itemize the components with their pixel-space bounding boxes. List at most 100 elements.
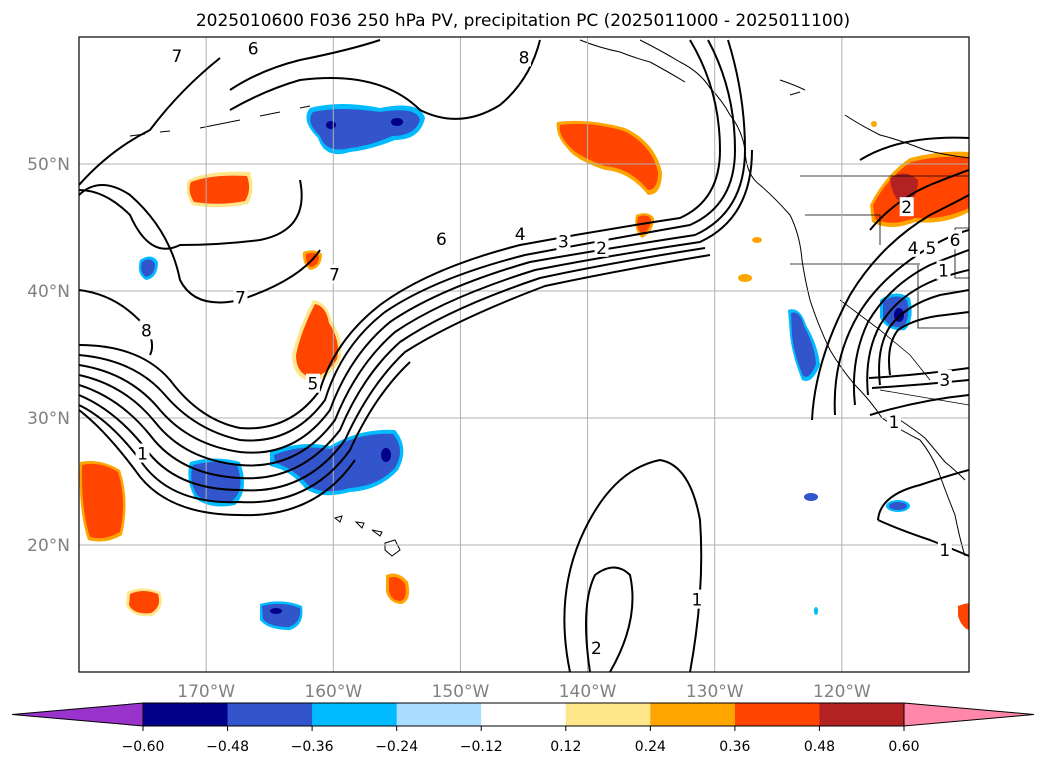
precip-patch-negative [381,448,391,462]
colorbar-extend-min [11,702,144,727]
colorbar-extend-max [903,702,1035,727]
contour-label: 7 [329,265,340,285]
coastline [844,114,969,159]
contour-label-bg [589,637,604,657]
contour-label-bg [689,589,704,609]
precip-patch-negative [889,502,907,510]
pv-contour [859,136,969,161]
colorbar-segment [481,703,567,726]
colorbar-segment [734,703,820,726]
colorbar-segment [227,703,313,726]
pv-contour [79,149,753,467]
pv-contour [79,179,303,250]
contour-label-bg [948,230,963,250]
contour-label-bg [135,443,150,463]
pv-contour [585,566,634,672]
contour-label: 6 [248,39,259,59]
contour-label-bg [937,540,952,560]
precip-patch-positive [389,576,406,601]
pv-contour [79,39,747,454]
colorbar-tick-label: −0.24 [375,739,418,755]
contour-label: 1 [938,262,949,282]
contour-label-bg [169,46,184,66]
y-tick-label: 40°N [27,282,70,302]
coastline [579,39,686,83]
colorbar-tick-label: 0.24 [635,739,666,755]
contour-label-bg [556,231,571,251]
plot-frame [78,36,970,673]
border [839,299,931,381]
precip-patch-positive [189,175,250,204]
colorbar-segment [143,703,229,726]
contour-label-bg [886,411,901,431]
contour-label: 8 [519,48,530,68]
pv-contour [866,269,969,396]
pv-contour [79,247,706,480]
precip-patch-negative [804,493,818,501]
pv-contour [811,194,969,421]
contour-label: 3 [558,232,569,252]
contour-label-bg [246,38,261,58]
y-tick-label: 50°N [27,155,70,175]
precip-patch-positive [871,121,877,127]
colorbar-segment [312,703,398,726]
pv-contour [229,39,381,91]
colorbar-tick-label: −0.48 [206,739,249,755]
coastline [779,79,806,96]
contour-label: 2 [901,198,912,218]
y-tick-label: 30°N [27,409,70,429]
precip-patch-negative [326,121,336,129]
pv-contour [833,229,969,416]
precip-patch-positive [81,463,124,539]
pv-contour [563,458,703,672]
pv-contour [79,39,722,430]
pv-contour [877,519,969,557]
contour-label: 4 [515,225,526,245]
precip-patch-positive [296,304,338,378]
contour-label: 7 [171,47,182,67]
pv-contour [79,409,356,517]
border [917,265,969,329]
contour-label: 4 [908,239,919,259]
pv-contour [869,394,969,416]
colorbar-tick-label: 0.36 [719,739,750,755]
precip-patch-negative [791,312,816,377]
pv-contour [79,39,737,442]
chart-title: 2025010600 F036 250 hPa PV, precipitatio… [196,11,850,31]
colorbar-frame [142,702,905,727]
contour-label-bg [513,223,528,243]
contour-label-bg [434,228,449,248]
precip-patch-negative [814,607,818,615]
contour-label-bg [906,237,921,257]
coastline [639,39,966,557]
coastlines [129,39,969,557]
precip-patch-positive [559,123,658,190]
pv-contour [877,469,969,521]
pv-contour [79,361,411,504]
border [879,389,969,406]
contour-label-bg [594,237,609,257]
gridlines [79,37,969,672]
contour-label: 2 [596,239,607,259]
pv-contour [888,311,969,376]
contour-label-bg [139,320,154,340]
contour-label: 1 [889,413,900,433]
pv-contour [229,39,541,120]
x-tick-label: 140°W [559,682,617,702]
x-tick-label: 130°W [686,682,744,702]
contour-label: 2 [591,639,602,659]
pv-contours [79,39,969,672]
colorbar-segment [396,703,482,726]
pv-contour [871,379,969,389]
colorbar-tick-label: −0.60 [122,739,165,755]
contour-label: 8 [141,321,152,341]
pv-contour [79,184,321,304]
x-tick-label: 170°W [177,682,235,702]
contour-label: 5 [925,239,936,259]
y-axis-ticks: 20°N 30°N 40°N 50°N [27,155,70,556]
island [333,515,401,557]
plot-area [79,37,969,672]
colorbar-tick-label: 0.60 [888,739,919,755]
